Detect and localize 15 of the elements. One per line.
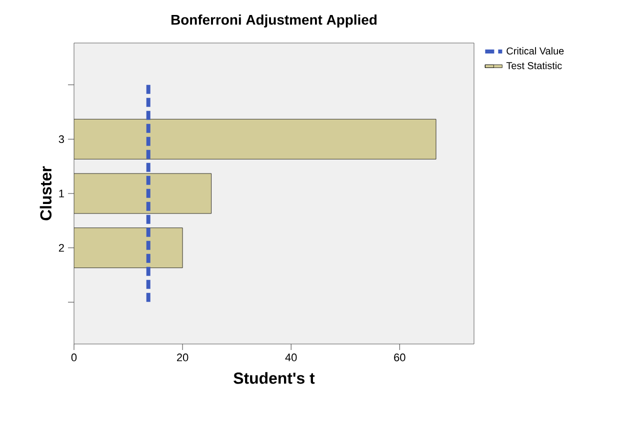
y-tick-label: 3 <box>58 135 64 144</box>
y-axis-title: Cluster <box>40 166 52 220</box>
bar <box>74 228 183 268</box>
bar <box>74 173 212 214</box>
chart-title: Bonferroni Adjustment Applied <box>171 14 377 28</box>
y-tick-label: 2 <box>58 244 64 252</box>
x-axis-title: Student's t <box>234 372 315 384</box>
legend-label: Test Statistic <box>506 62 562 70</box>
x-tick-label: 40 <box>285 354 297 362</box>
legend-label: Critical Value <box>506 47 564 54</box>
x-tick-label: 0 <box>71 354 77 362</box>
x-tick-label: 60 <box>394 354 406 362</box>
x-tick-label: 20 <box>177 354 188 362</box>
y-tick-label: 1 <box>59 190 64 198</box>
bar <box>74 118 436 160</box>
